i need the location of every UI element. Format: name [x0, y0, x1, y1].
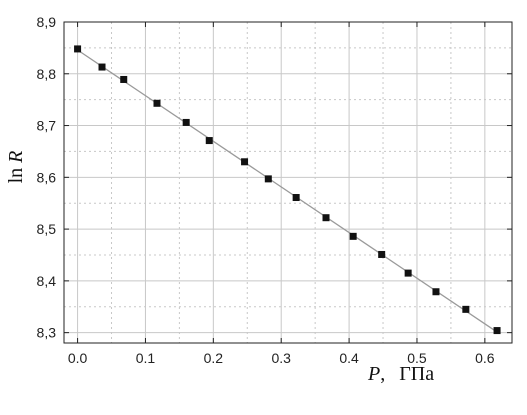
y-tick-label: 8,3: [37, 325, 57, 341]
data-point: [205, 137, 213, 145]
y-tick-label: 8,4: [37, 273, 57, 289]
data-point: [322, 214, 330, 222]
y-tick-label: 8,6: [37, 169, 57, 185]
y-tick-label: 8,5: [37, 221, 57, 237]
y-axis-label: ln R: [5, 151, 27, 184]
data-point: [241, 158, 249, 166]
fit-line-layer: [77, 49, 498, 333]
data-point: [120, 75, 128, 83]
x-tick-label: 0.5: [407, 350, 427, 366]
data-point: [292, 194, 300, 202]
x-tick-label: 0.4: [339, 350, 359, 366]
y-tick-label: 8,8: [37, 66, 57, 82]
data-point: [349, 232, 357, 240]
y-axis-variable: R: [5, 151, 27, 164]
x-tick-label: 0.2: [204, 350, 224, 366]
y-tick-label: 8,9: [37, 14, 57, 30]
fit-line: [77, 49, 498, 333]
x-axis-separator: ,: [380, 363, 385, 385]
tick-labels: 0.0 0.1 0.2 0.3 0.4 0.5 0.6 8,3 8,4 8,5 8,6 8,7 8,8 8…: [37, 14, 495, 366]
data-points: [74, 45, 501, 335]
data-point: [404, 269, 412, 277]
x-axis-label: P, ГПа: [367, 363, 434, 385]
x-axis-variable: P: [367, 363, 380, 385]
data-point: [378, 250, 386, 258]
data-point: [493, 327, 501, 335]
data-point: [153, 99, 161, 107]
x-axis-unit: ГПа: [399, 363, 434, 385]
y-axis-prefix: ln: [5, 163, 27, 184]
x-tick-label: 0.0: [68, 350, 88, 366]
grid: [64, 21, 512, 343]
data-point: [432, 288, 440, 296]
x-tick-label: 0.1: [136, 350, 156, 366]
plot-frame: [63, 21, 513, 344]
x-tick-label: 0.6: [475, 350, 495, 366]
data-point: [98, 63, 106, 71]
data-point: [462, 305, 470, 313]
x-tick-label: 0.3: [271, 350, 291, 366]
axes: [63, 21, 513, 344]
data-point: [264, 175, 272, 183]
data-point: [182, 118, 190, 126]
data-point: [74, 45, 82, 53]
y-tick-label: 8,7: [37, 118, 57, 134]
